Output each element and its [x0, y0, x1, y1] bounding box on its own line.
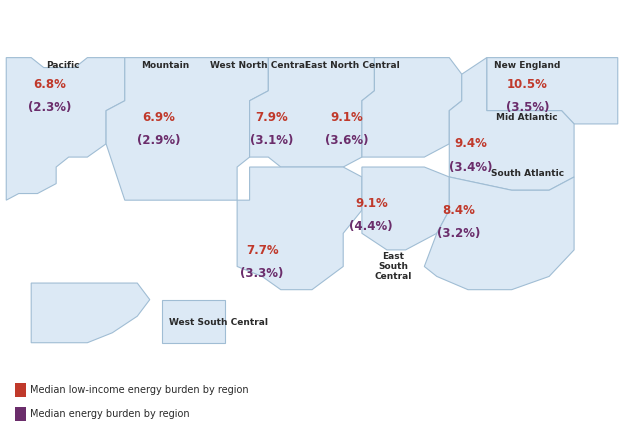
Text: 9.4%: 9.4%: [455, 137, 487, 150]
Text: 10.5%: 10.5%: [507, 78, 548, 91]
Text: 6.9%: 6.9%: [143, 111, 175, 124]
Text: 9.1%: 9.1%: [355, 197, 388, 210]
Text: South Atlantic: South Atlantic: [490, 169, 564, 178]
Text: 6.8%: 6.8%: [34, 78, 66, 91]
Polygon shape: [362, 167, 449, 250]
Text: FIGURE 3. Median low-income (< 200% FPL) energy burdens by region (red) compared: FIGURE 3. Median low-income (< 200% FPL)…: [6, 11, 579, 34]
Text: (3.6%): (3.6%): [324, 134, 368, 147]
Text: Mid Atlantic: Mid Atlantic: [497, 113, 558, 122]
Text: Median low-income energy burden by region: Median low-income energy burden by regio…: [30, 385, 249, 395]
Text: (3.2%): (3.2%): [437, 227, 480, 240]
Polygon shape: [106, 58, 268, 200]
Text: East
South
Central: East South Central: [374, 252, 412, 281]
Text: (3.1%): (3.1%): [250, 134, 293, 147]
Polygon shape: [31, 283, 150, 343]
Polygon shape: [162, 300, 225, 343]
Text: 7.9%: 7.9%: [255, 111, 288, 124]
Text: 7.7%: 7.7%: [246, 244, 278, 257]
Polygon shape: [487, 58, 618, 124]
Text: (2.3%): (2.3%): [28, 101, 72, 114]
Bar: [15, 407, 26, 421]
Text: East North Central: East North Central: [305, 62, 400, 71]
Text: Mountain: Mountain: [141, 62, 190, 71]
Text: (3.3%): (3.3%): [240, 267, 284, 280]
Polygon shape: [449, 58, 574, 190]
Polygon shape: [250, 58, 374, 167]
Polygon shape: [362, 58, 462, 157]
Text: New England: New England: [494, 62, 560, 71]
Text: Pacific: Pacific: [46, 62, 79, 71]
Text: Median energy burden by region: Median energy burden by region: [30, 409, 190, 419]
Text: West South Central: West South Central: [169, 318, 268, 327]
Text: (4.4%): (4.4%): [349, 220, 393, 233]
Text: West North Central: West North Central: [210, 62, 308, 71]
Polygon shape: [424, 177, 574, 290]
Text: (3.4%): (3.4%): [449, 161, 493, 174]
Polygon shape: [6, 58, 125, 200]
Bar: [15, 382, 26, 397]
Polygon shape: [237, 167, 362, 290]
Text: (2.9%): (2.9%): [137, 134, 181, 147]
Text: 8.4%: 8.4%: [442, 204, 475, 217]
Text: (3.5%): (3.5%): [505, 101, 549, 114]
Text: 9.1%: 9.1%: [330, 111, 363, 124]
